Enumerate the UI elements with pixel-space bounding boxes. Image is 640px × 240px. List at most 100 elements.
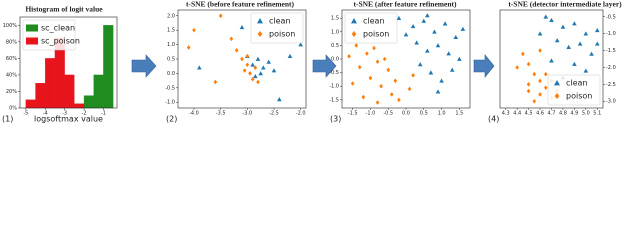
x-tick-label: -3 — [62, 111, 67, 117]
point — [253, 65, 258, 70]
point — [457, 56, 462, 61]
arrow — [473, 54, 495, 78]
y-tick-label: -1.0 — [606, 31, 616, 37]
point — [245, 53, 250, 59]
y-tick-label: -2.0 — [606, 65, 616, 71]
x-tick-label: -3.0 — [242, 111, 252, 117]
x-tick-label: 5.0 — [582, 111, 590, 117]
point — [403, 32, 409, 37]
point — [271, 68, 277, 73]
x-axis-label: logsoftmax value — [34, 115, 103, 124]
x-tick-label: 5.1 — [593, 111, 601, 117]
legend-marker — [554, 80, 560, 86]
y-tick-label: 100% — [3, 23, 18, 29]
x-tick-label: -0.5 — [383, 111, 393, 117]
panel-label: (2) — [166, 115, 177, 124]
legend-marker — [351, 31, 357, 37]
legend-swatch — [26, 24, 38, 32]
point — [526, 82, 531, 87]
point — [365, 51, 369, 56]
point — [410, 24, 416, 29]
point — [439, 78, 444, 83]
chart-title: t-SNE (before feature refinement) — [186, 0, 295, 9]
bar — [45, 58, 56, 109]
bar — [74, 103, 85, 109]
legend-marker — [257, 18, 263, 24]
x-tick-label: 0.5 — [420, 111, 428, 117]
point — [382, 56, 387, 62]
point — [298, 42, 303, 47]
legend-marker — [554, 93, 560, 99]
y-tick-label: 2.0 — [167, 13, 175, 19]
point — [446, 51, 451, 56]
y-tick-label: 1.0 — [167, 42, 175, 48]
x-tick-label: 4.3 — [502, 111, 510, 117]
point — [560, 24, 566, 29]
legend-label: clean — [566, 79, 588, 88]
point — [572, 21, 577, 26]
legend-box — [547, 74, 601, 106]
x-tick-label: -2.0 — [296, 111, 306, 117]
x-tick-label: 4.7 — [548, 111, 556, 117]
y-tick-label: 20% — [6, 89, 17, 95]
x-tick-label: 1.0 — [438, 111, 446, 117]
bar — [64, 74, 75, 109]
point — [435, 43, 441, 48]
x-tick-label: -4.0 — [189, 111, 199, 117]
point — [218, 13, 223, 19]
x-tick-label: 4.6 — [536, 111, 544, 117]
legend-swatch — [26, 37, 38, 45]
y-tick-label: 40% — [6, 72, 17, 78]
point — [372, 45, 376, 51]
point — [537, 31, 543, 36]
panel-label: (4) — [488, 115, 499, 124]
y-tick-label: 0.5 — [167, 57, 175, 63]
plot — [186, 13, 303, 102]
point — [428, 70, 434, 75]
plot — [25, 25, 114, 109]
point — [449, 67, 455, 72]
point — [379, 83, 383, 89]
point — [538, 48, 542, 53]
x-tick-label: -5 — [23, 111, 28, 117]
bar — [93, 74, 104, 109]
x-tick-label: -2 — [82, 111, 87, 117]
point — [354, 43, 359, 48]
point — [229, 36, 234, 42]
point — [526, 88, 531, 94]
point — [192, 27, 196, 33]
point — [256, 79, 260, 85]
legend-box — [344, 12, 398, 44]
legend-label: clean — [269, 17, 291, 26]
y-tick-label: -3.0 — [606, 99, 616, 105]
point — [432, 29, 437, 34]
point — [213, 79, 218, 85]
point — [407, 86, 412, 92]
legend-marker — [351, 18, 357, 24]
y-tick-label: 1.5 — [167, 28, 175, 34]
point — [258, 71, 263, 76]
point — [543, 71, 548, 77]
plot — [347, 13, 466, 105]
point — [186, 45, 191, 50]
x-tick-label: 1.5 — [455, 111, 463, 117]
x-tick-label: 4.4 — [513, 111, 521, 117]
x-tick-label: -2.5 — [269, 111, 279, 117]
point — [543, 14, 549, 19]
point — [572, 61, 577, 66]
y-tick-label: -1.5 — [329, 97, 339, 103]
arrow — [312, 54, 337, 78]
point — [526, 61, 531, 67]
point — [425, 13, 430, 18]
point — [543, 85, 548, 91]
point — [453, 34, 459, 40]
legend-label: poison — [269, 30, 295, 39]
x-tick-label: -1 — [101, 111, 106, 117]
plot-frame — [19, 16, 118, 109]
point — [347, 53, 351, 59]
point — [583, 68, 589, 73]
arrow — [131, 54, 157, 78]
point — [538, 92, 542, 97]
point — [396, 15, 402, 21]
point — [532, 71, 537, 77]
